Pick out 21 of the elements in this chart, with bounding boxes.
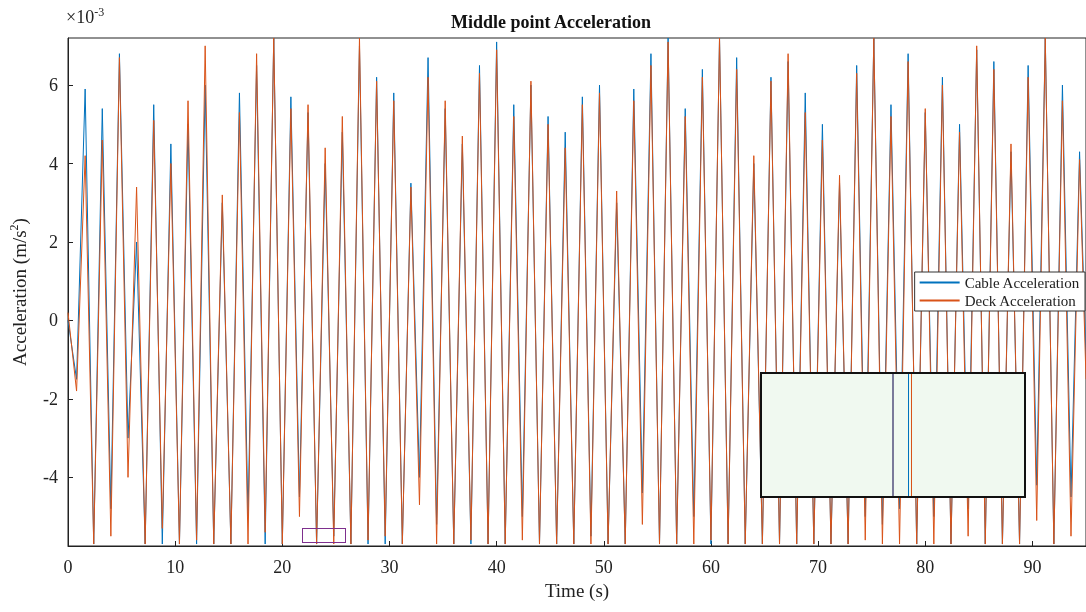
x-tick-label: 60 <box>701 557 720 577</box>
y-tick-label: -4 <box>43 467 58 488</box>
y-tick-label: 4 <box>49 153 58 174</box>
y-tick-label: 2 <box>49 231 58 252</box>
x-tick-label: 70 <box>809 557 828 577</box>
x-tick-label: 90 <box>1023 557 1042 577</box>
y-tick-label: -2 <box>43 388 58 409</box>
x-tick-label: 10 <box>166 557 185 577</box>
x-tick-label: 30 <box>380 557 399 577</box>
x-tick-label: 50 <box>594 557 613 577</box>
x-axis-title: Time (s) <box>544 579 610 602</box>
y-tick-label: 0 <box>49 310 58 331</box>
x-tick-label: 20 <box>273 557 292 577</box>
x-tick-label: 0 <box>63 557 73 577</box>
legend-label: Cable Acceleration <box>964 274 1080 291</box>
legend-label: Deck Acceleration <box>964 292 1077 309</box>
y-tick-label: 6 <box>49 75 58 96</box>
y-axis-title: Acceleration (m/s2) <box>7 218 31 366</box>
x-tick-label: 80 <box>916 557 935 577</box>
chart-title: Middle point Acceleration <box>451 12 651 32</box>
x-tick-label: 40 <box>487 557 506 577</box>
